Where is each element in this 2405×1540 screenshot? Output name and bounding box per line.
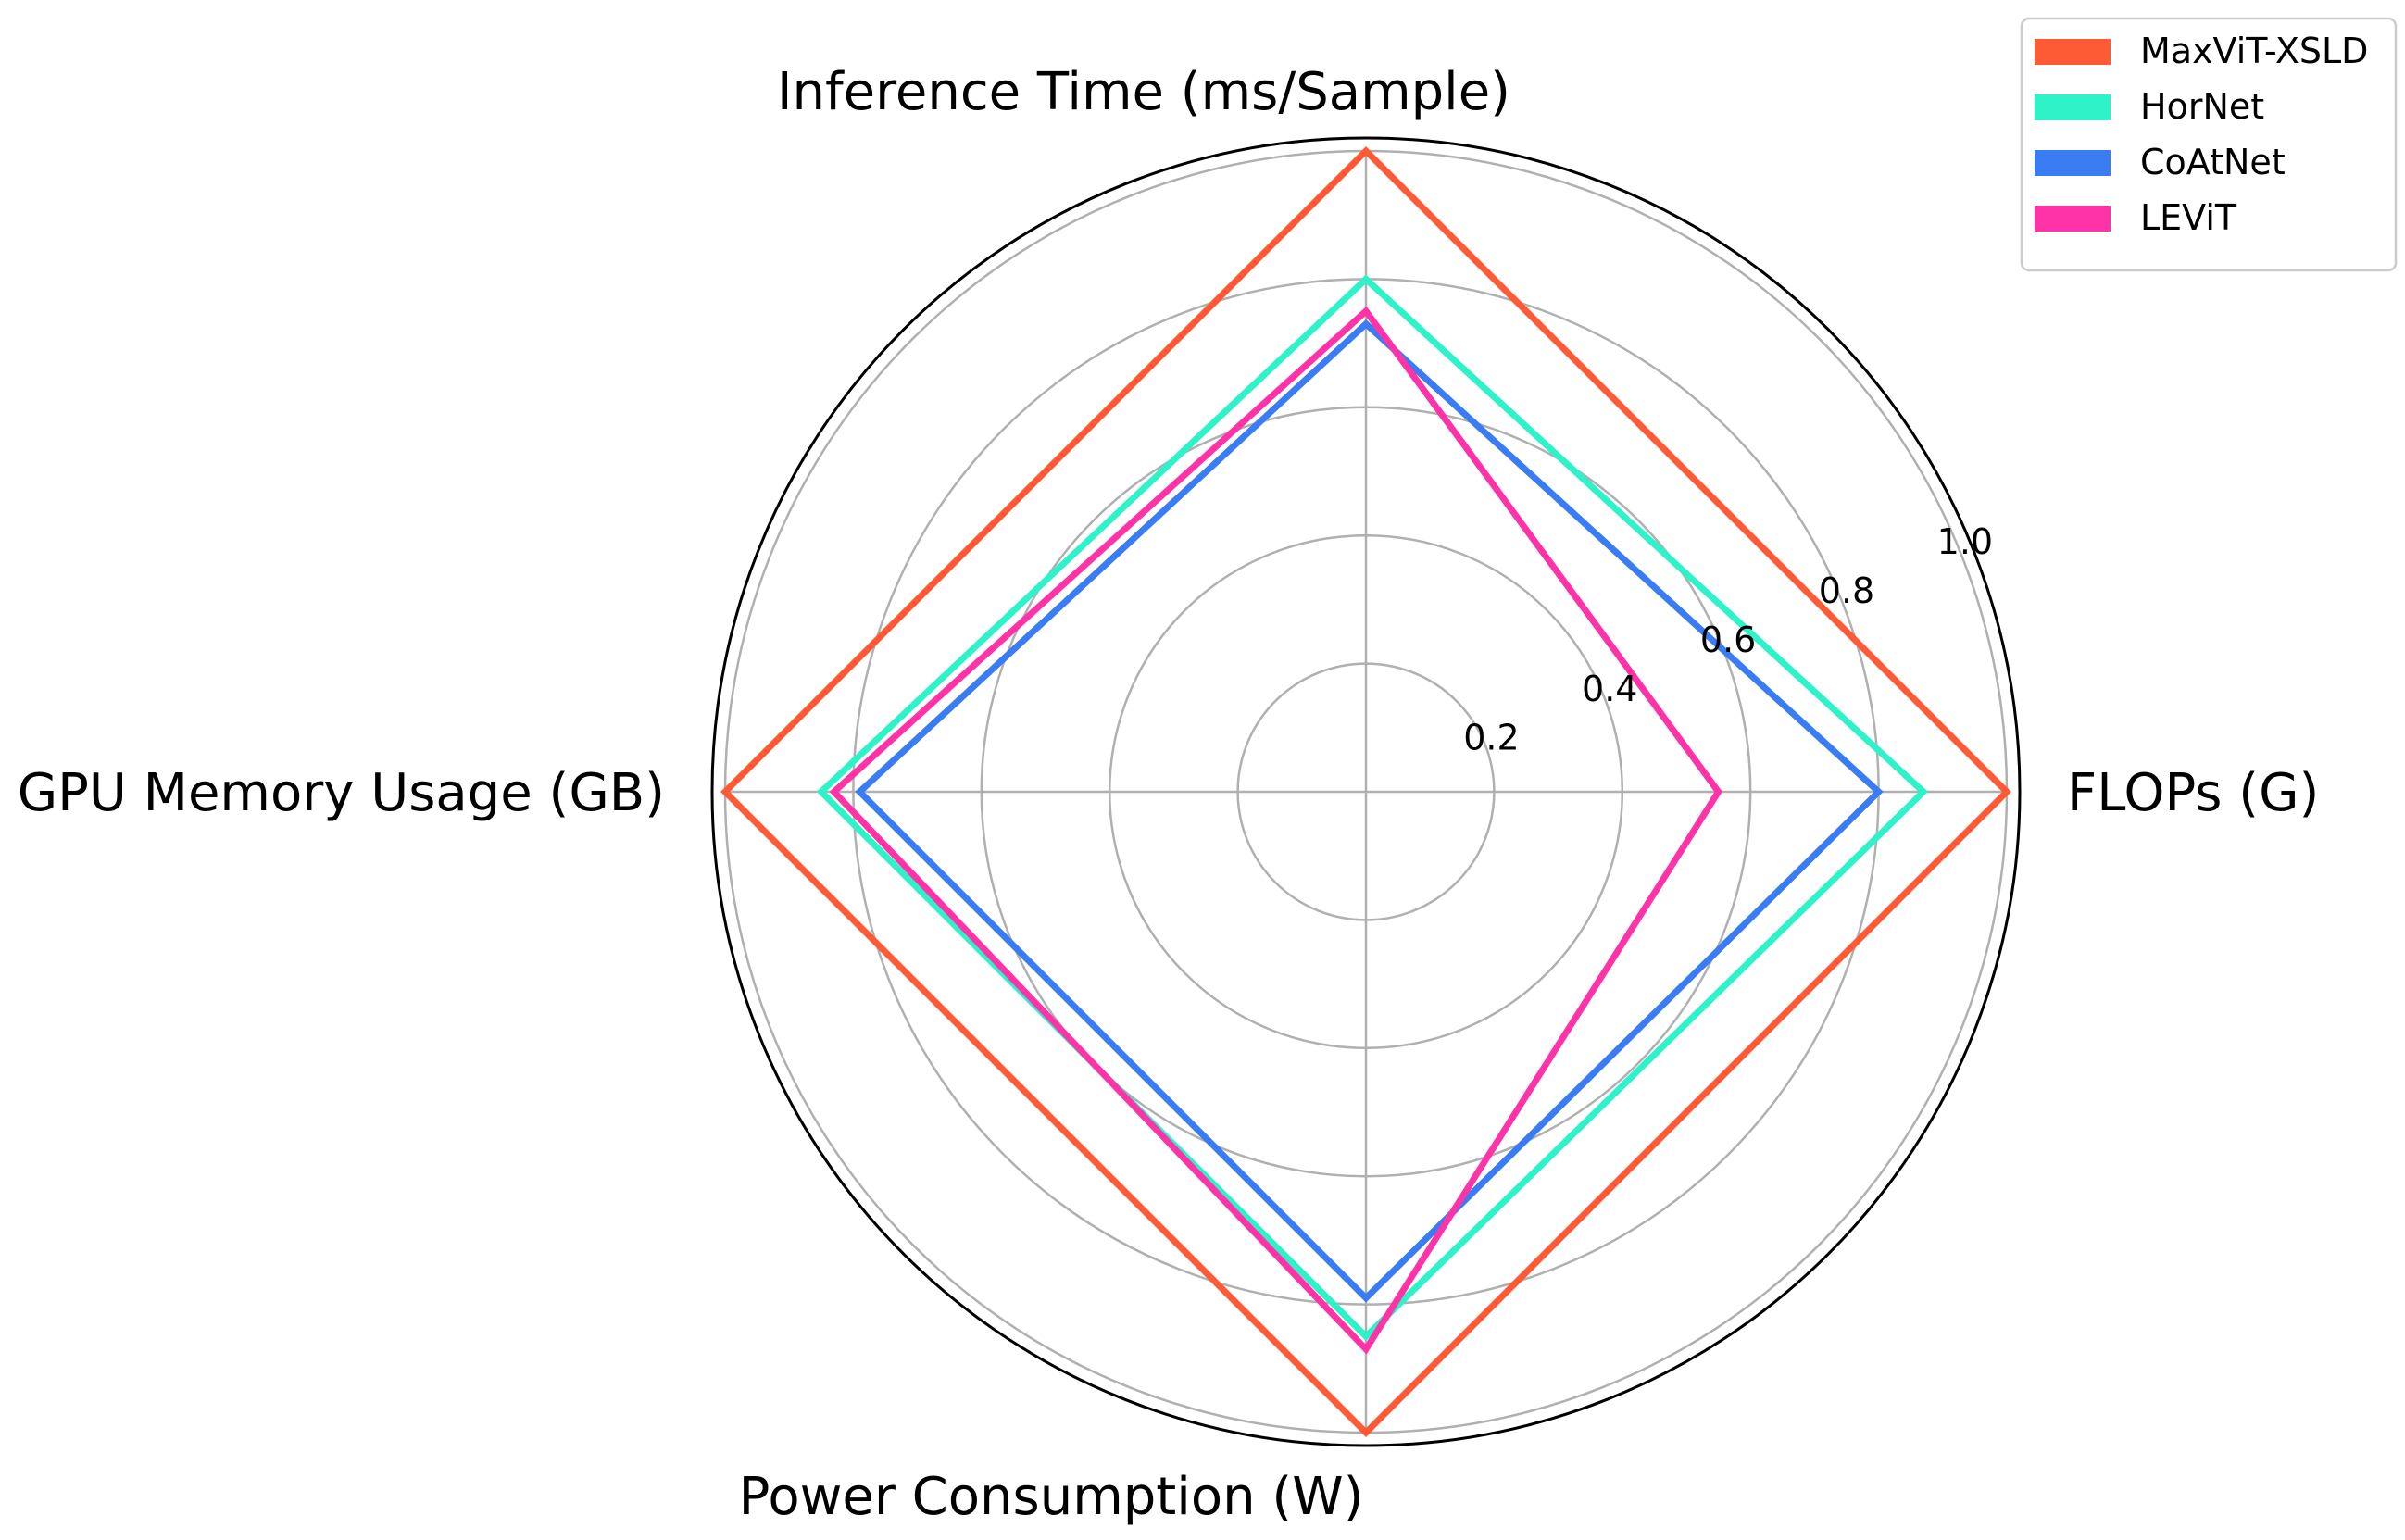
- legend-swatch: [2035, 39, 2111, 65]
- axis-label: GPU Memory Usage (GB): [18, 763, 665, 823]
- legend-entry-label: CoAtNet: [2140, 142, 2286, 182]
- axis-label: Power Consumption (W): [739, 1467, 1364, 1527]
- series-maxvit-xsld: [720, 146, 2011, 1437]
- radial-tick-label: 0.2: [1463, 718, 1519, 758]
- polar-frame: [710, 136, 2022, 1447]
- radial-tick-label: 0.8: [1819, 570, 1874, 611]
- legend-swatch: [2035, 94, 2111, 120]
- label-layer: 0.2 0.4 0.6 0.8 1.0 FLOPs (G) Inference Time (…: [18, 62, 2320, 1527]
- legend-entry-label: LEViT: [2140, 197, 2237, 238]
- legend-swatch: [2035, 206, 2111, 232]
- axis-label: Inference Time (ms/Sample): [777, 62, 1510, 122]
- radial-tick-label: 0.4: [1582, 669, 1637, 709]
- series-layer: [720, 146, 2011, 1437]
- series-hornet: [816, 274, 1929, 1342]
- legend-box: [2020, 17, 2398, 272]
- radial-tick-label: 0.6: [1700, 620, 1756, 660]
- legend-swatch: [2035, 150, 2111, 176]
- series-coatnet: [855, 319, 1884, 1303]
- legend: MaxViT-XSLD HorNet CoAtNet LEViT: [2020, 17, 2398, 272]
- radial-tick-label: 1.0: [1937, 521, 1993, 562]
- grid-layer: [710, 136, 2022, 1447]
- legend-entry-label: MaxViT-XSLD: [2140, 31, 2368, 71]
- legend-entry-label: HorNet: [2140, 86, 2264, 127]
- axis-label: FLOPs (G): [2067, 763, 2319, 823]
- series-levit: [829, 306, 1722, 1355]
